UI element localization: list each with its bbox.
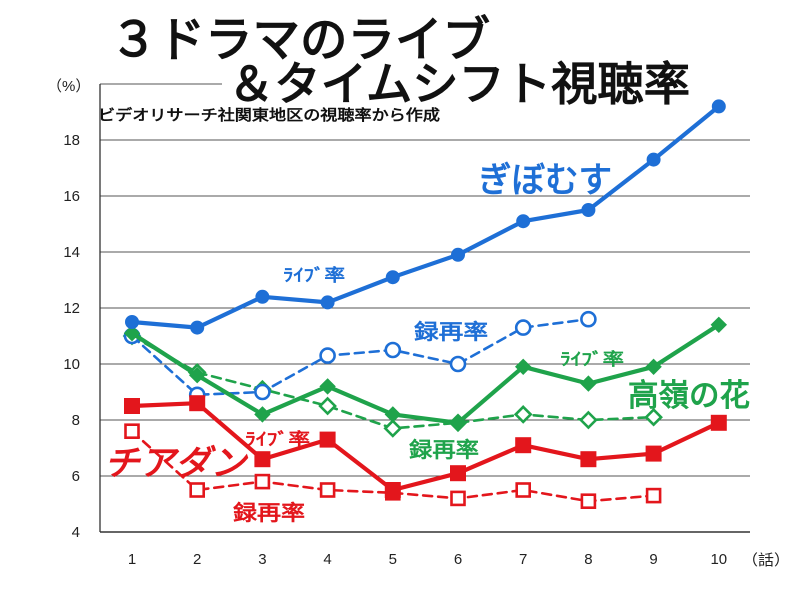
data-point — [318, 396, 337, 416]
data-point — [710, 414, 727, 431]
plot-area — [122, 99, 728, 510]
chart-title: ３ドラマのライブ ＆タイムシフト視聴率 — [110, 12, 750, 111]
x-tick-label: 1 — [128, 551, 136, 568]
y-tick-label: 10 — [63, 356, 80, 373]
y-tick-label: 8 — [72, 412, 80, 429]
x-tick-label: 7 — [519, 551, 527, 568]
data-point — [513, 405, 533, 424]
data-point — [515, 437, 532, 454]
series-line — [129, 401, 721, 493]
data-point — [449, 355, 467, 373]
series-labels: ぎぼむす 高嶺の花 チアダン ﾗｲﾌﾞ率 録再率 ﾗｲﾌﾞ率 録再率 ﾗｲﾌﾞ率… — [104, 161, 750, 525]
series-line — [129, 322, 721, 425]
y-tick-label: 12 — [63, 300, 80, 317]
data-point — [451, 247, 465, 262]
data-point — [188, 366, 206, 384]
data-point — [254, 383, 271, 401]
data-point — [580, 375, 597, 392]
y-tick-label: 6 — [72, 468, 80, 485]
drama-label-gibomusu: ぎぼむす — [478, 161, 612, 201]
x-tick-label: 3 — [258, 551, 266, 568]
title-backdrop — [222, 62, 750, 100]
data-point — [580, 493, 597, 510]
recorded-rate-label: 録再率 — [233, 501, 305, 525]
data-point — [516, 214, 531, 229]
x-tick-labels: 1 2 3 4 5 6 7 8 9 10 — [128, 551, 727, 568]
data-point — [125, 315, 139, 329]
data-point — [514, 319, 532, 336]
x-tick-label: 2 — [193, 551, 201, 568]
data-point — [581, 203, 596, 217]
y-tick-label: 14 — [63, 244, 80, 261]
data-point — [449, 414, 467, 432]
series-line — [130, 317, 590, 397]
data-point — [450, 465, 466, 482]
data-point — [385, 270, 400, 285]
data-point — [646, 152, 661, 167]
data-point — [254, 473, 271, 490]
x-axis-unit-label: （話） — [742, 552, 790, 569]
data-point — [319, 431, 336, 448]
data-point — [384, 406, 402, 423]
x-tick-label: 4 — [323, 551, 331, 568]
data-point — [580, 451, 597, 468]
data-point — [190, 320, 205, 335]
data-point — [579, 410, 598, 430]
y-axis-unit-label: （%） — [47, 78, 90, 95]
x-tick-label: 6 — [454, 551, 462, 568]
y-tick-label: 18 — [63, 132, 80, 149]
data-point — [515, 482, 532, 498]
data-point — [514, 358, 532, 376]
x-tick-label: 8 — [584, 551, 592, 568]
live-rate-series — [123, 316, 728, 432]
data-point — [319, 347, 336, 364]
data-point — [319, 378, 336, 395]
drama-label-cheer-dance: チアダン — [104, 444, 249, 484]
chart-title-line-1: ３ドラマのライブ — [110, 12, 490, 68]
live-rate-series — [124, 395, 727, 498]
data-point — [711, 99, 726, 114]
live-rate-series — [125, 99, 726, 335]
chart-title-line-2: ＆タイムシフト視聴率 — [228, 57, 690, 111]
chart-subtitle: ビデオリサーチ社関東地区の視聴率から作成 — [98, 106, 440, 124]
data-point — [124, 398, 140, 414]
live-rate-label: ﾗｲﾌﾞ率 — [245, 429, 310, 450]
series-line — [129, 104, 721, 330]
data-point — [255, 289, 270, 304]
recorded-rate-label: 録再率 — [409, 438, 479, 462]
live-rate-label: ﾗｲﾌﾞ率 — [283, 265, 345, 286]
data-point — [580, 310, 597, 328]
data-point — [189, 482, 205, 498]
recorded-rate-label: 録再率 — [414, 320, 488, 344]
drama-label-takane-no-hana: 高嶺の花 — [628, 378, 750, 414]
data-point — [645, 445, 662, 462]
x-tick-label: 5 — [389, 551, 397, 568]
data-point — [319, 482, 336, 498]
data-point — [254, 451, 271, 468]
data-point — [644, 407, 663, 427]
data-point — [254, 406, 271, 423]
data-point — [384, 482, 401, 498]
data-point — [710, 316, 728, 334]
data-point — [450, 490, 466, 507]
data-point — [189, 395, 206, 412]
data-point — [320, 295, 335, 310]
data-point — [383, 419, 403, 438]
y-tick-labels: 4 6 8 10 12 14 16 18 — [63, 132, 80, 541]
data-point — [645, 487, 662, 504]
data-point — [123, 324, 141, 342]
recorded-rate-series — [123, 310, 597, 404]
data-point — [124, 423, 140, 440]
x-tick-label: 9 — [649, 551, 657, 568]
y-tick-label: 16 — [63, 188, 80, 205]
y-tick-label: 4 — [72, 524, 80, 541]
data-point — [645, 358, 662, 376]
data-point — [384, 341, 402, 359]
x-tick-label: 10 — [710, 551, 727, 568]
live-rate-label: ﾗｲﾌﾞ率 — [560, 349, 624, 370]
